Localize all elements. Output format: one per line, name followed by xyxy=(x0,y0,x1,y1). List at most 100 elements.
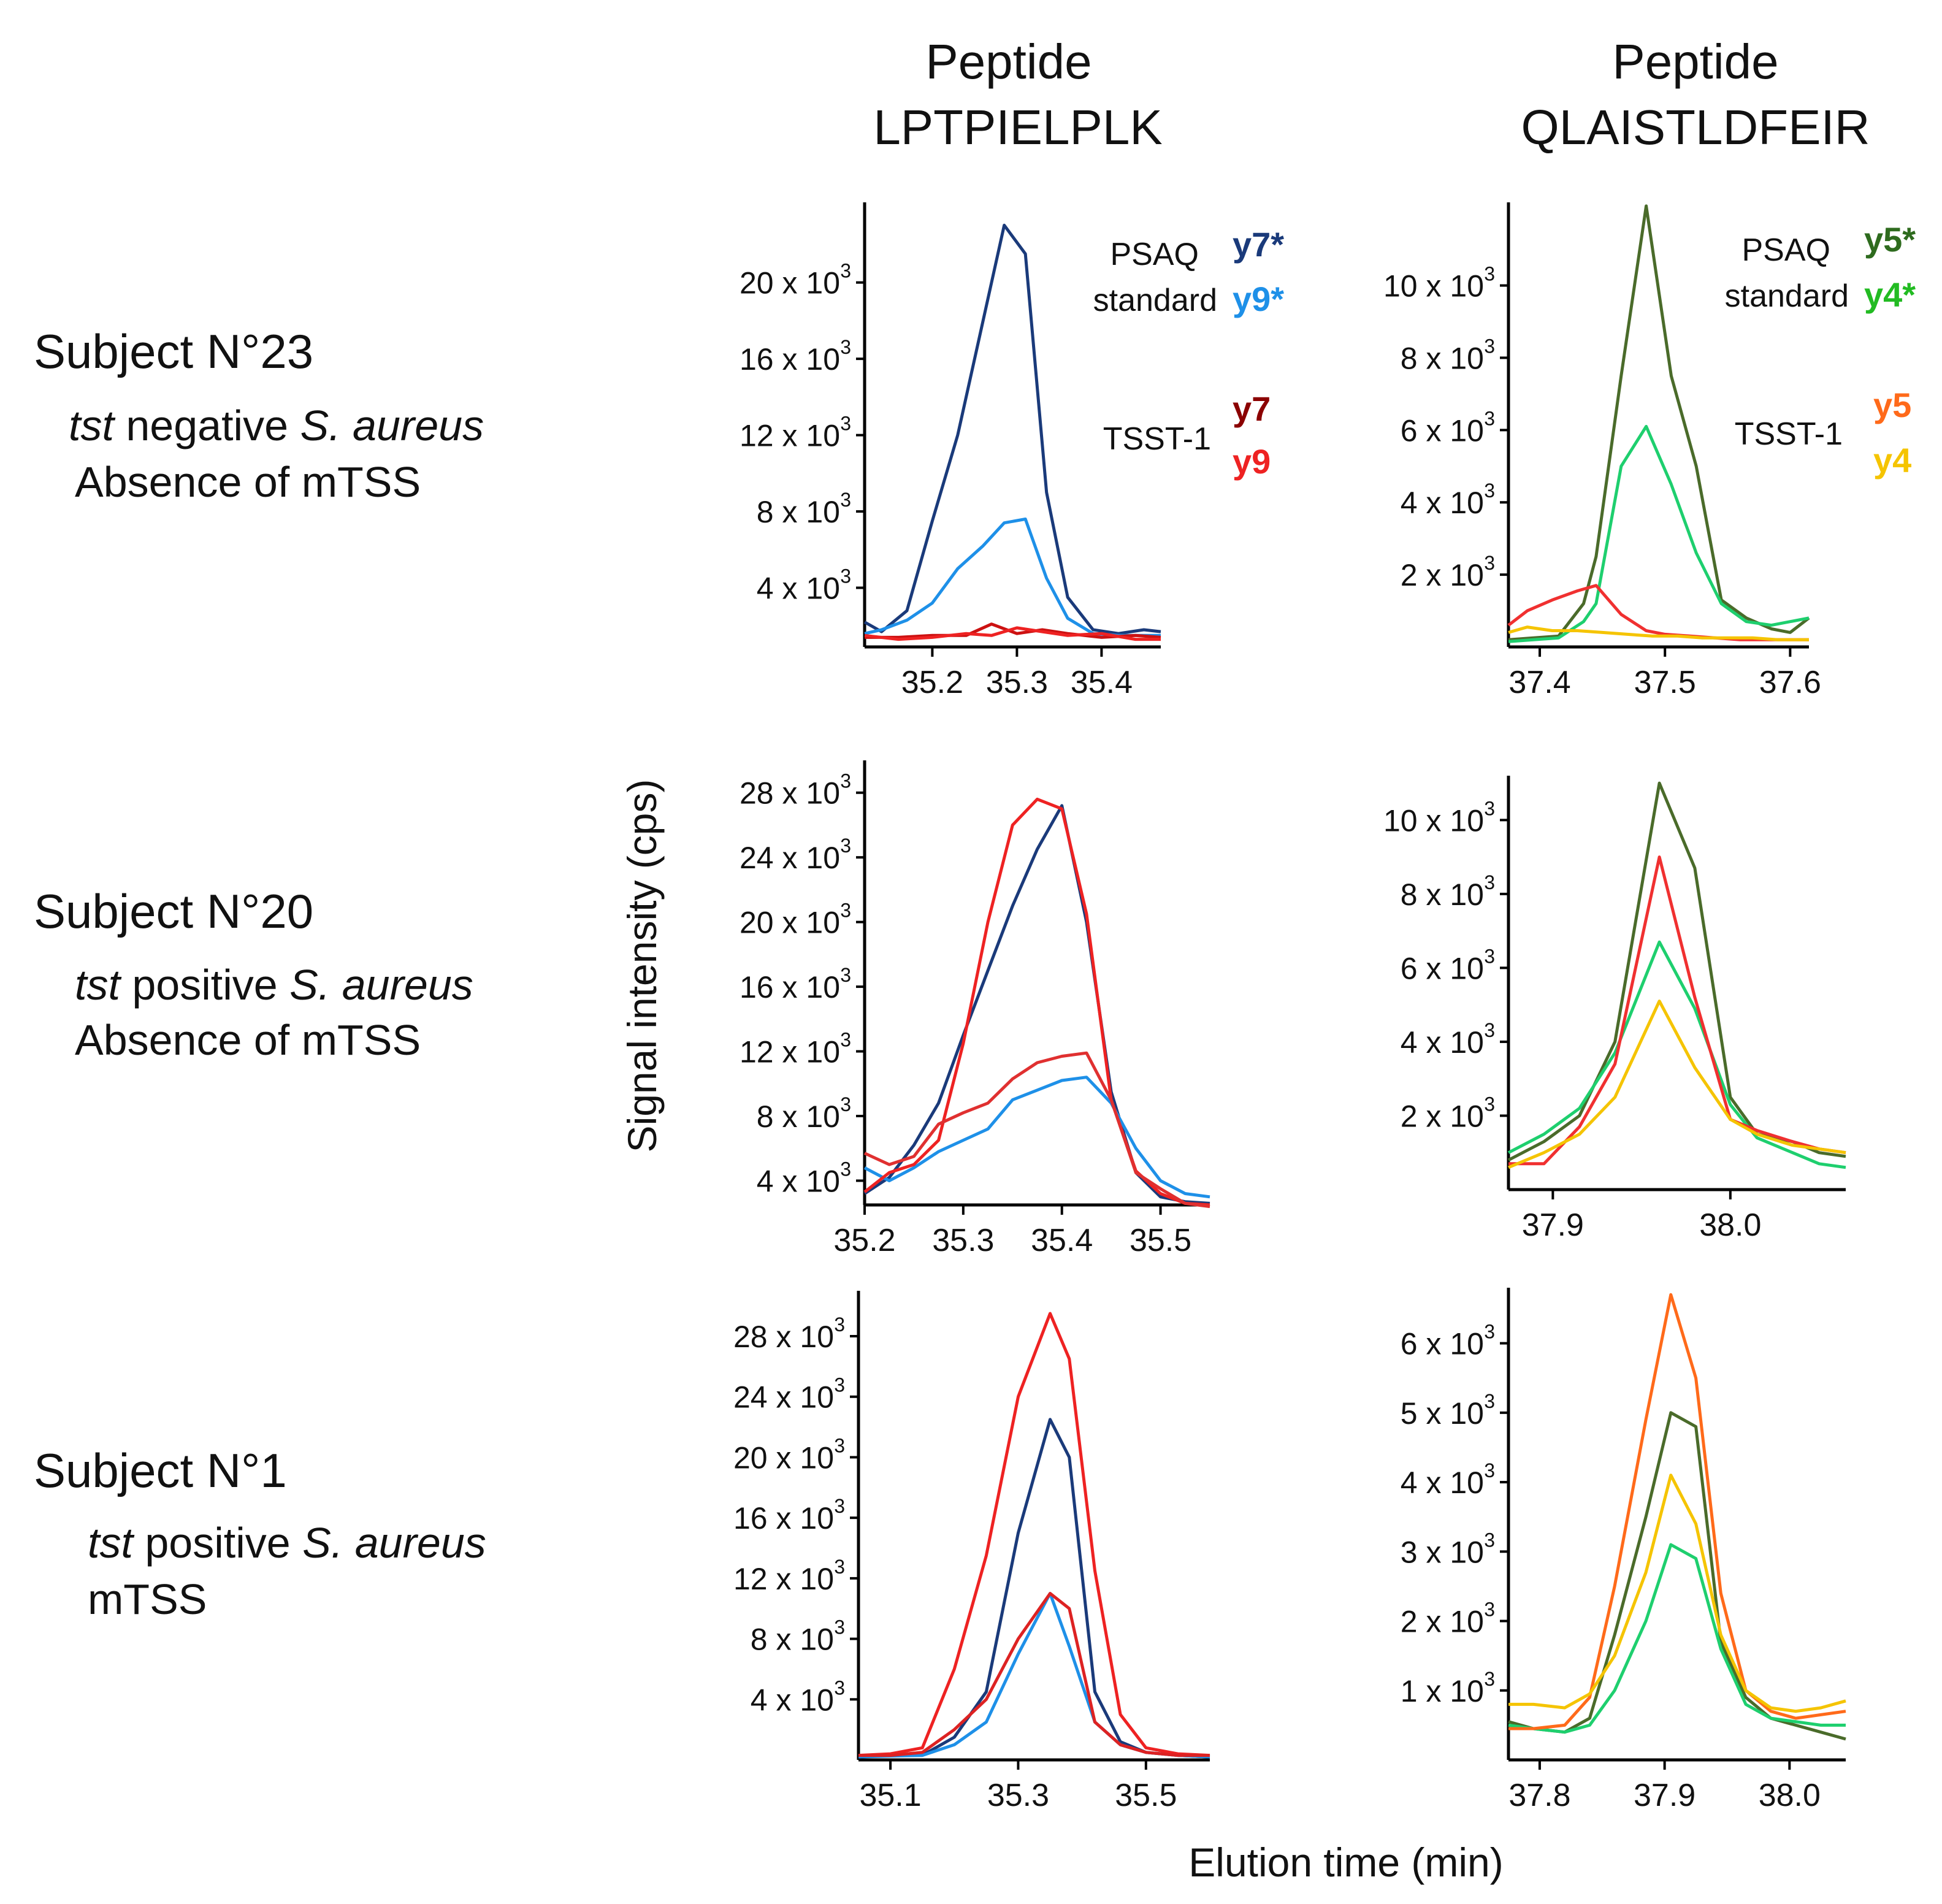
gene-name: tst xyxy=(69,402,115,449)
series-line-y7-star xyxy=(858,1418,1210,1759)
series-line-y9-star xyxy=(864,518,1161,637)
y-tick-exponent: 3 xyxy=(834,1434,845,1456)
y-tick-exponent: 3 xyxy=(834,1313,845,1336)
y-tick-label: 6 x 10 xyxy=(1401,1327,1484,1361)
panel-subject20-qlaistldfeir: 2 x 10 34 x 10 36 x 10 38 x 10 310 x 10 337.9… xyxy=(1383,776,1846,1243)
gene-status: negative xyxy=(114,402,300,449)
x-axis-label: Elution time (min) xyxy=(1188,1840,1503,1885)
y-tick-exponent: 3 xyxy=(840,489,851,511)
x-tick-label: 35.5 xyxy=(1130,1223,1191,1258)
y-tick-exponent: 3 xyxy=(840,565,851,587)
species-name: S. aureus xyxy=(289,961,473,1009)
legend-lptpielplk: PSAQ standard TSST-1 y7* y9* y7 y9 xyxy=(1093,225,1285,481)
y-tick-exponent: 3 xyxy=(834,1616,845,1638)
y-tick-exponent: 3 xyxy=(1484,1668,1495,1690)
y-tick-label: 5 x 10 xyxy=(1401,1396,1484,1431)
series-line-y5 xyxy=(1508,855,1846,1166)
y-tick-label: 8 x 10 xyxy=(1401,341,1484,375)
y-tick-exponent: 3 xyxy=(1484,1093,1495,1115)
legend-ion-y7: y7 xyxy=(1233,389,1271,428)
x-tick-label: 35.3 xyxy=(932,1223,994,1258)
series-line-y9-star xyxy=(863,1076,1210,1199)
panel-subject1-qlaistldfeir: 1 x 10 32 x 10 33 x 10 34 x 10 35 x 10 36 x 1… xyxy=(1401,1288,1846,1813)
panel-subject20-lptpielplk: 4 x 10 38 x 10 312 x 10 316 x 10 320 x 10 324… xyxy=(740,760,1210,1258)
y-tick-label: 12 x 10 xyxy=(740,1035,840,1069)
y-tick-exponent: 3 xyxy=(1484,407,1495,429)
y-tick-label: 28 x 10 xyxy=(733,1320,834,1354)
y-tick-exponent: 3 xyxy=(840,1158,851,1180)
y-tick-exponent: 3 xyxy=(840,260,851,282)
series-line-y4 xyxy=(1508,1474,1846,1713)
series-line-y5-star xyxy=(1508,1411,1846,1741)
y-tick-label: 8 x 10 xyxy=(751,1623,834,1657)
y-tick-label: 4 x 10 xyxy=(757,1164,840,1198)
series-line-y9 xyxy=(864,626,1161,641)
subject-condition: Absence of mTSS xyxy=(75,458,421,506)
series-line-y5 xyxy=(1508,1293,1846,1730)
y-tick-exponent: 3 xyxy=(1484,1019,1495,1041)
y-tick-label: 24 x 10 xyxy=(733,1380,834,1415)
x-tick-label: 37.9 xyxy=(1634,1778,1695,1813)
y-tick-exponent: 3 xyxy=(1484,1321,1495,1343)
subject-label-3: Subject N°1 tst positive S. aureus mTSS xyxy=(34,1443,486,1623)
y-tick-label: 1 x 10 xyxy=(1401,1674,1484,1708)
panel-subject1-lptpielplk: 4 x 10 38 x 10 312 x 10 316 x 10 320 x 10 324… xyxy=(733,1291,1210,1813)
y-tick-label: 6 x 10 xyxy=(1401,951,1484,985)
x-tick-label: 35.5 xyxy=(1115,1778,1177,1813)
series-line-y5-star xyxy=(1507,781,1846,1162)
col-title-1-line1: Peptide xyxy=(925,34,1091,89)
y-tick-label: 8 x 10 xyxy=(1401,877,1484,912)
species-name: S. aureus xyxy=(300,402,484,449)
subject-label-2: Subject N°20 tst positive S. aureus Abse… xyxy=(34,884,473,1064)
series-line-y7 xyxy=(863,797,1210,1207)
y-tick-exponent: 3 xyxy=(840,900,851,922)
y-tick-exponent: 3 xyxy=(840,413,851,435)
y-tick-exponent: 3 xyxy=(834,1374,845,1396)
legend-qlaistldfeir: PSAQ standard TSST-1 y5* y4* y5 y4 xyxy=(1725,220,1916,480)
y-tick-exponent: 3 xyxy=(1484,1529,1495,1551)
legend-psaq-label: PSAQ xyxy=(1742,232,1831,268)
y-tick-label: 20 x 10 xyxy=(733,1440,834,1475)
series-line-y9 xyxy=(863,1051,1210,1209)
y-tick-label: 16 x 10 xyxy=(740,342,840,377)
gene-name: tst xyxy=(75,961,121,1009)
y-tick-label: 10 x 10 xyxy=(1383,269,1484,304)
y-tick-label: 3 x 10 xyxy=(1401,1535,1484,1569)
y-tick-exponent: 3 xyxy=(840,1093,851,1115)
y-tick-label: 10 x 10 xyxy=(1383,803,1484,838)
series-line-y4-star xyxy=(1508,424,1810,643)
y-tick-label: 12 x 10 xyxy=(740,419,840,453)
subject-label-1: Subject N°23 tst negative S. aureus Abse… xyxy=(34,324,484,506)
y-tick-label: 4 x 10 xyxy=(1401,1025,1484,1060)
x-tick-label: 35.3 xyxy=(987,1778,1049,1813)
subject-name: Subject N°20 xyxy=(34,884,313,938)
x-tick-label: 37.4 xyxy=(1508,665,1570,700)
legend-ion-y4: y4 xyxy=(1873,441,1911,480)
y-tick-exponent: 3 xyxy=(840,835,851,857)
series-line-y4 xyxy=(1508,1000,1846,1169)
col-title-1-line2: LPTPIELPLK xyxy=(873,100,1162,155)
legend-standard-label: standard xyxy=(1725,278,1849,314)
gene-status: positive xyxy=(120,961,289,1009)
y-tick-exponent: 3 xyxy=(1484,1599,1495,1621)
subject-description: tst negative S. aureus xyxy=(69,402,484,449)
series-line-y4 xyxy=(1508,625,1809,641)
subject-name: Subject N°23 xyxy=(34,324,313,378)
y-tick-label: 28 x 10 xyxy=(740,776,840,811)
y-tick-exponent: 3 xyxy=(840,1029,851,1051)
legend-psaq-label: PSAQ xyxy=(1111,237,1199,272)
y-tick-label: 2 x 10 xyxy=(1401,1099,1484,1133)
legend-ion-y7-star: y7* xyxy=(1233,225,1284,264)
subject-description: tst positive S. aureus xyxy=(75,961,473,1009)
x-tick-label: 35.4 xyxy=(1031,1223,1093,1258)
x-tick-label: 37.8 xyxy=(1508,1778,1570,1813)
legend-tsst-label: TSST-1 xyxy=(1735,416,1843,452)
legend-ion-y4-star: y4* xyxy=(1864,275,1916,314)
col-title-2-line1: Peptide xyxy=(1612,34,1778,89)
y-tick-label: 24 x 10 xyxy=(740,841,840,875)
x-tick-label: 35.2 xyxy=(833,1223,895,1258)
y-tick-exponent: 3 xyxy=(840,770,851,792)
y-tick-label: 8 x 10 xyxy=(757,495,840,529)
y-tick-label: 6 x 10 xyxy=(1401,413,1484,448)
x-tick-label: 38.0 xyxy=(1759,1778,1821,1813)
